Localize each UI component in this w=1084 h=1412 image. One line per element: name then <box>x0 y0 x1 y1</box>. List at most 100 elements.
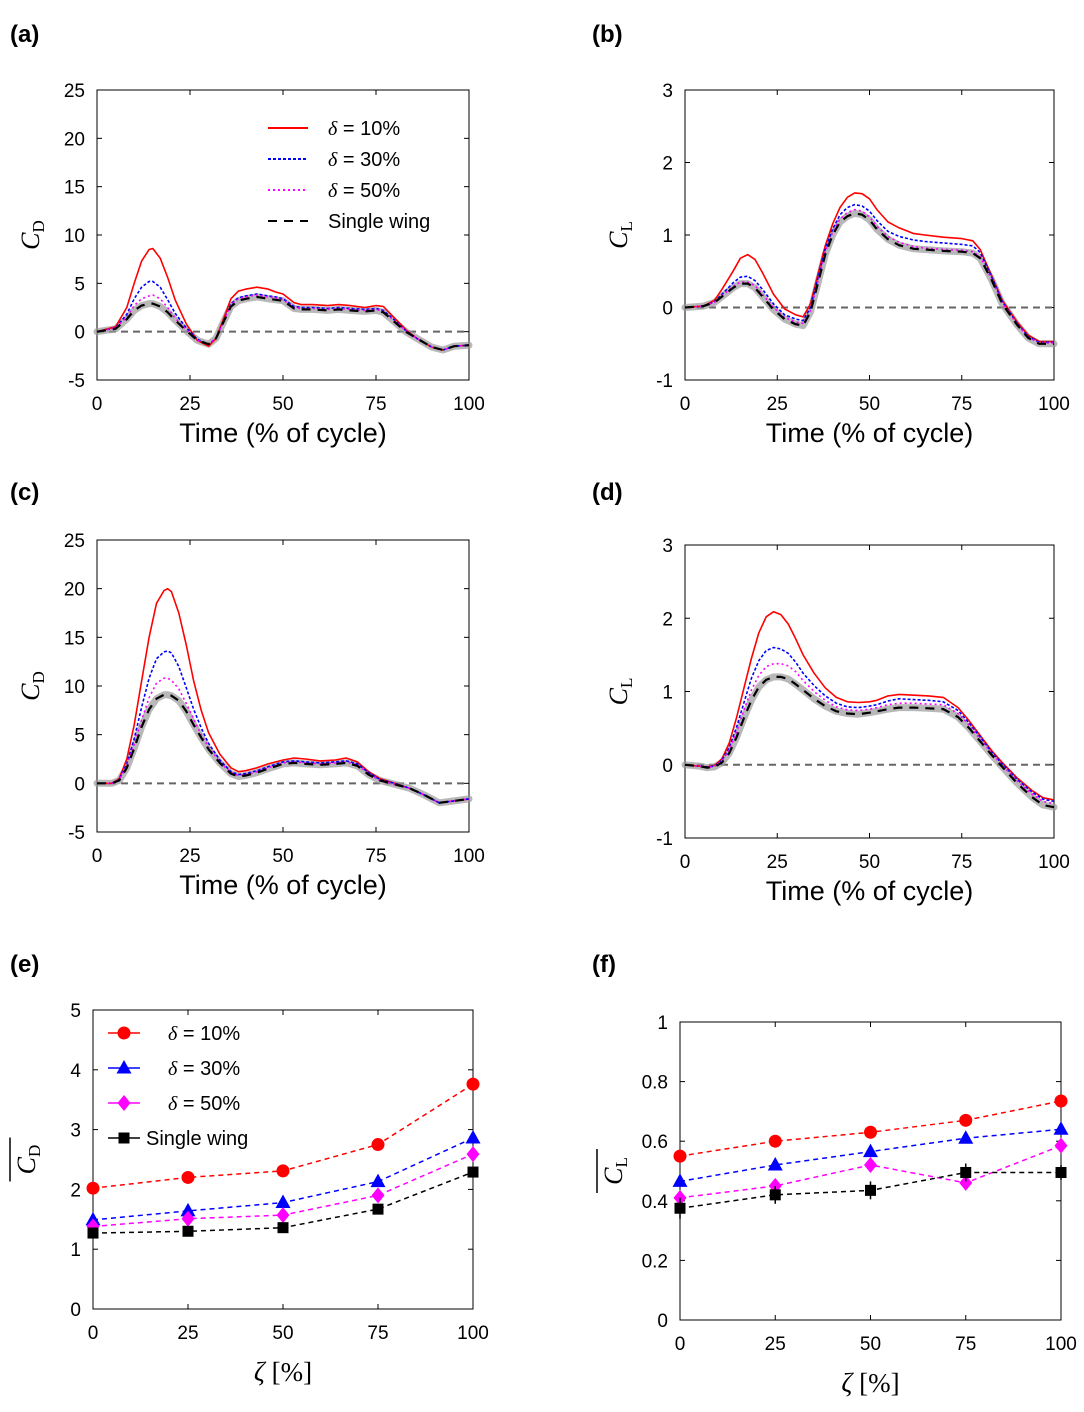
x-tick-label: 50 <box>272 846 293 867</box>
y-axis-subscript: L <box>612 1157 631 1167</box>
legend-text: = 30% <box>337 149 400 171</box>
legend-text: = 10% <box>337 118 400 140</box>
x-tick-label: 25 <box>179 846 200 867</box>
y-tick-label: 0.4 <box>642 1192 669 1213</box>
x-tick-label: 75 <box>367 1323 388 1344</box>
legend-label-delta30: δ = 30% <box>328 149 400 171</box>
y-tick-label: 2 <box>662 609 673 630</box>
data-point-single <box>960 1166 972 1178</box>
x-axis-label: Time (% of cycle) <box>179 870 387 900</box>
x-tick-label: 50 <box>860 1334 881 1355</box>
x-axis-label: Time (% of cycle) <box>766 418 974 448</box>
y-tick-label: 5 <box>74 274 85 295</box>
y-axis-symbol: C <box>599 1167 628 1185</box>
data-point-delta30 <box>275 1194 291 1209</box>
series-band-single-wing <box>93 691 473 807</box>
x-tick-label: 0 <box>680 852 691 873</box>
data-point-single <box>182 1225 194 1237</box>
y-tick-label: 0 <box>662 756 673 777</box>
panel-label: (e) <box>10 951 39 978</box>
data-point-single <box>865 1184 876 1196</box>
y-tick-label: 15 <box>64 628 85 649</box>
data-point-single <box>277 1222 289 1234</box>
panel-f: (f) 0 25 50 75 100 0 0.2 0.4 0.6 0.8 1 ζ [%] CL <box>592 951 1077 1398</box>
data-point-single <box>372 1203 384 1215</box>
data-point-delta30 <box>1053 1121 1069 1135</box>
y-axis-subscript: L <box>617 678 636 688</box>
x-tick-label: 50 <box>272 394 293 415</box>
data-point-single <box>87 1227 99 1239</box>
data-point-delta10 <box>181 1170 195 1184</box>
x-axis-symbol: ζ <box>841 1368 854 1398</box>
panel-label: (b) <box>592 21 623 48</box>
y-tick-label: 0.2 <box>642 1251 668 1272</box>
data-point-single <box>1055 1166 1067 1178</box>
legend-marker-delta50 <box>117 1095 131 1111</box>
series-band-single-wing <box>93 293 473 354</box>
x-tick-label: 100 <box>453 846 485 867</box>
series-line-single <box>684 675 1055 809</box>
series-line-delta10 <box>684 610 1055 801</box>
y-axis-label: CL <box>599 1157 631 1185</box>
y-axis-subscript: D <box>29 220 48 232</box>
legend-symbol: δ <box>168 1058 178 1080</box>
x-tick-label: 100 <box>457 1323 489 1344</box>
legend-text: = 30% <box>177 1058 240 1080</box>
legend-text: = 50% <box>177 1093 240 1115</box>
y-axis-subscript: D <box>29 671 48 683</box>
y-tick-label: 0 <box>74 323 85 344</box>
y-tick-label: -1 <box>656 371 673 392</box>
x-axis-label: ζ [%] <box>254 1357 312 1387</box>
x-tick-label: 50 <box>859 852 880 873</box>
y-axis-label: CL <box>604 678 636 706</box>
panel-b: (b) 0 25 50 75 100 -1 0 1 2 3 Time (% of cycle) CL <box>592 21 1070 448</box>
legend-label-delta30: δ = 30% <box>168 1058 240 1080</box>
data-point-delta10 <box>371 1138 385 1152</box>
panel-label: (d) <box>592 479 623 506</box>
data-point-delta50 <box>959 1174 973 1191</box>
y-tick-label: 1 <box>662 683 673 704</box>
data-point-delta50 <box>276 1207 290 1224</box>
y-tick-label: 15 <box>64 178 85 199</box>
data-point-delta50 <box>371 1187 385 1204</box>
x-tick-label: 25 <box>179 394 200 415</box>
y-tick-label: 1 <box>70 1240 81 1261</box>
series-line-single <box>684 212 1054 345</box>
data-point-delta50 <box>181 1210 195 1227</box>
x-axis-label: Time (% of cycle) <box>179 418 387 448</box>
data-point-single <box>467 1166 479 1178</box>
data-point-delta10 <box>673 1149 687 1163</box>
series-line-delta50 <box>96 294 470 351</box>
y-axis-symbol: C <box>16 232 45 250</box>
legend-symbol: δ <box>328 149 338 171</box>
x-tick-label: 100 <box>1038 852 1070 873</box>
data-point-delta50 <box>864 1157 877 1174</box>
legend-marker-single <box>118 1132 130 1144</box>
y-tick-label: 20 <box>64 129 85 150</box>
legend-symbol: δ <box>168 1093 178 1115</box>
x-tick-label: 75 <box>955 1334 976 1355</box>
panel-c: (c) 0 25 50 75 100 -5 0 5 10 15 20 25 Time (% of cycl… <box>10 479 485 900</box>
legend-symbol: δ <box>328 180 338 202</box>
x-axis-label: ζ [%] <box>841 1368 899 1398</box>
x-tick-label: 25 <box>767 394 788 415</box>
x-tick-label: 100 <box>1045 1334 1077 1355</box>
y-tick-label: 20 <box>64 580 85 601</box>
x-tick-label: 75 <box>951 394 972 415</box>
y-tick-label: 25 <box>64 81 85 102</box>
y-tick-label: -5 <box>68 823 85 844</box>
y-axis-subscript: D <box>25 1145 44 1157</box>
y-tick-label: 5 <box>74 726 85 747</box>
panel-label: (c) <box>10 479 39 506</box>
series-line-delta10 <box>97 587 470 804</box>
data-point-delta30 <box>465 1129 481 1144</box>
y-axis-label: CD <box>16 671 48 701</box>
y-tick-label: 10 <box>64 677 85 698</box>
x-tick-label: 0 <box>680 394 691 415</box>
panel-a: (a) 0 25 50 75 100 -5 0 5 10 15 20 25 Time (% of cycl… <box>10 21 485 448</box>
series-band-single-wing <box>681 209 1058 348</box>
y-axis-label: CD <box>12 1145 44 1175</box>
panel-d: (d) 0 25 50 75 100 -1 0 1 2 3 Time (% of cycle) CL <box>592 479 1070 906</box>
